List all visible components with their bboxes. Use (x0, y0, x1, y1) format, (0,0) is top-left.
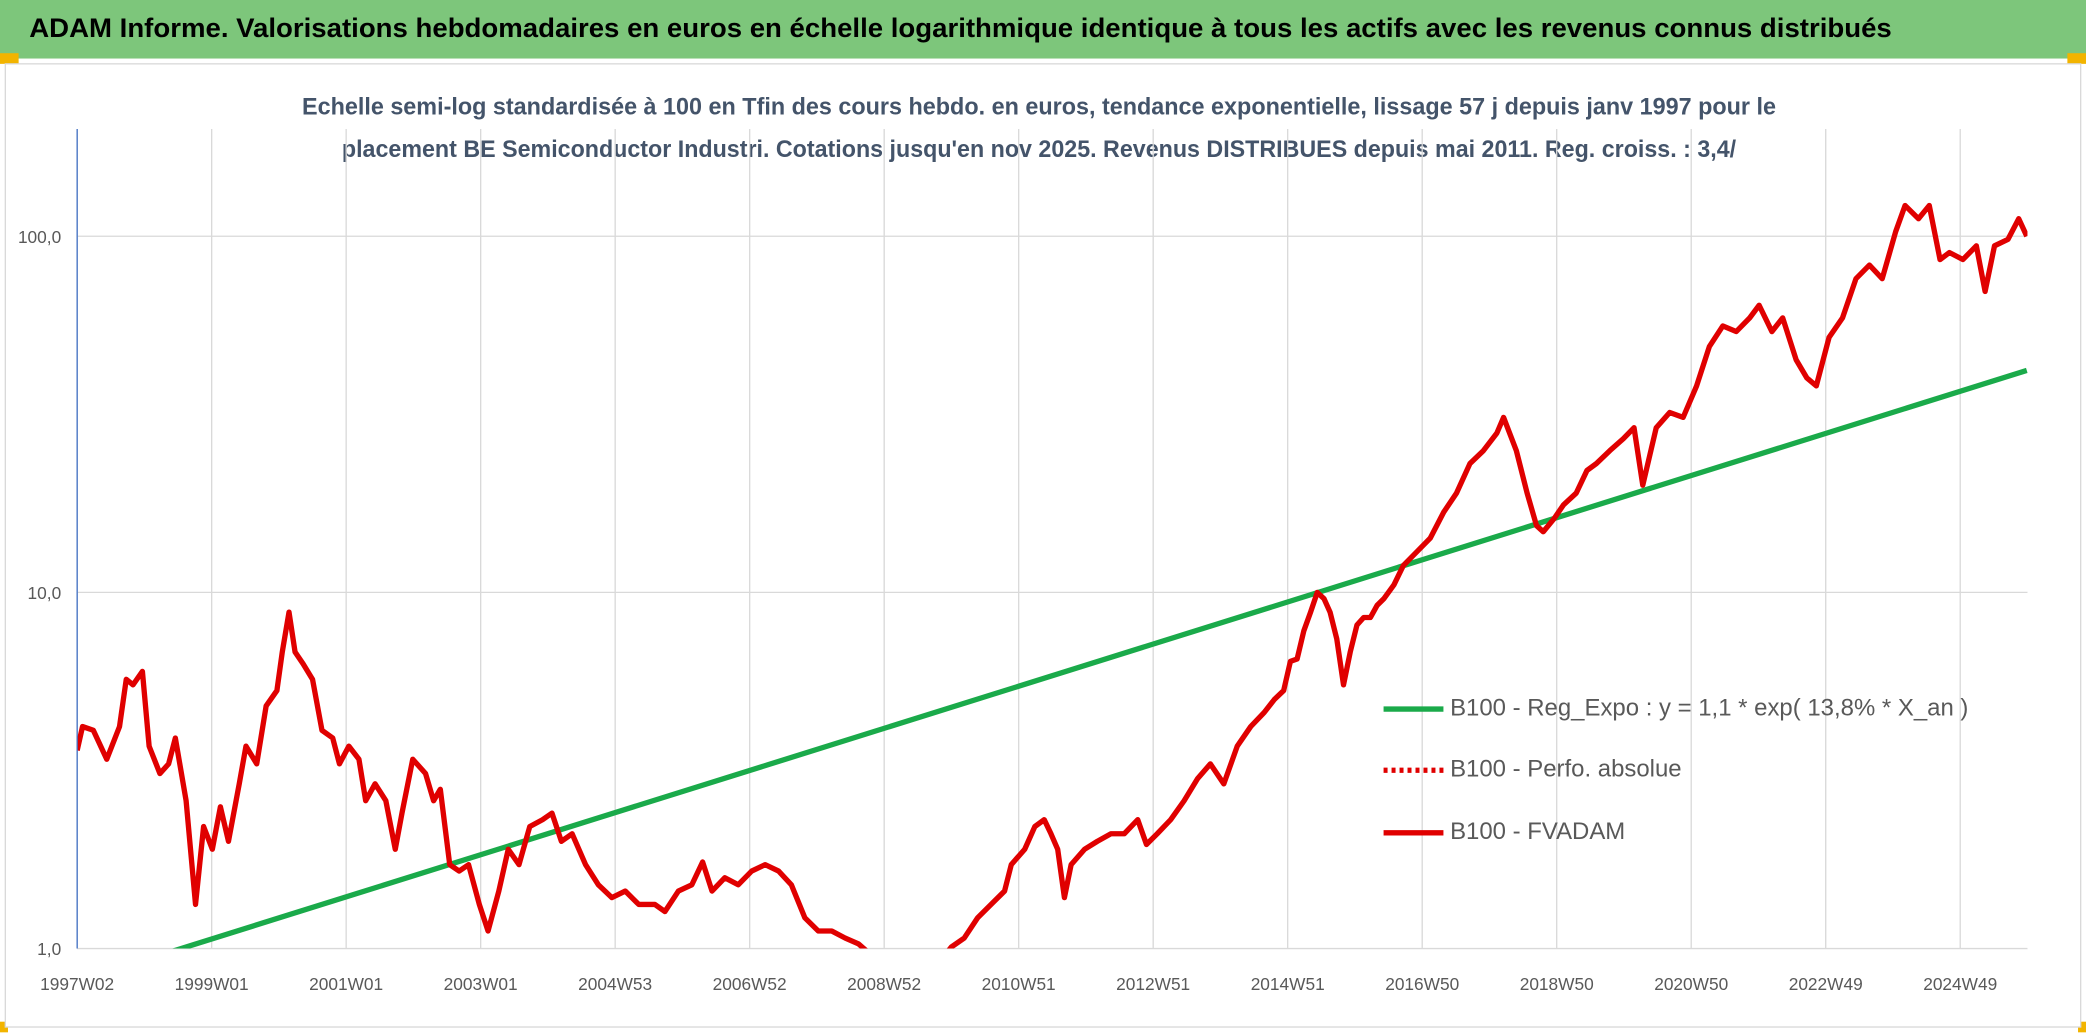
axes: 1997W02 1999W01 2001W01 2003W01 2004W53 2006W… (18, 129, 1997, 994)
x-tick-label: 2018W50 (1520, 974, 1594, 994)
chart-title: ADAM Informe. Valorisations hebdomadaire… (29, 13, 1892, 43)
y-tick-label: 100,0 (18, 227, 61, 247)
plot-area (77, 202, 2028, 949)
x-tick-label: 2006W52 (713, 974, 787, 994)
grid (76, 129, 2028, 950)
x-tick-label: 2008W52 (847, 974, 921, 994)
x-tick-label: 2001W01 (309, 974, 383, 994)
subtitle-line: Echelle semi-log standardisée à 100 en T… (302, 93, 1776, 120)
legend-label: B100 - Reg_Expo : y = 1,1 * exp( 13,8% *… (1450, 694, 1968, 721)
y-tick-label: 1,0 (37, 939, 61, 959)
header-bar (0, 0, 2086, 59)
x-tick-label: 2014W51 (1251, 974, 1325, 994)
x-tick-label: 1999W01 (175, 974, 249, 994)
legend-label: B100 - Perfo. absolue (1450, 756, 1682, 783)
x-tick-label: 2022W49 (1789, 974, 1863, 994)
series-line (172, 367, 2028, 949)
corner-accent (2078, 1021, 2086, 1033)
y-tick-label: 10,0 (28, 583, 62, 603)
subtitle-line: placement BE Semiconductor Industri. Cot… (342, 136, 1737, 163)
corner-accent (0, 53, 19, 64)
x-tick-label: 2024W49 (1923, 974, 1997, 994)
x-tick-label: 2003W01 (444, 974, 518, 994)
x-tick-label: 2004W53 (578, 974, 652, 994)
corner-accent (2067, 53, 2086, 64)
legend-label: B100 - FVADAM (1450, 818, 1625, 845)
legend: B100 - Reg_Expo : y = 1,1 * exp( 13,8% *… (1383, 694, 1968, 845)
x-tick-label: 2016W50 (1385, 974, 1459, 994)
x-tick-label: 1997W02 (40, 974, 114, 994)
x-tick-label: 2012W51 (1116, 974, 1190, 994)
x-tick-label: 2020W50 (1654, 974, 1728, 994)
chart-frame (4, 63, 2082, 1028)
x-tick-label: 2010W51 (982, 974, 1056, 994)
corner-accent (0, 1021, 8, 1033)
series-line (77, 202, 2028, 949)
